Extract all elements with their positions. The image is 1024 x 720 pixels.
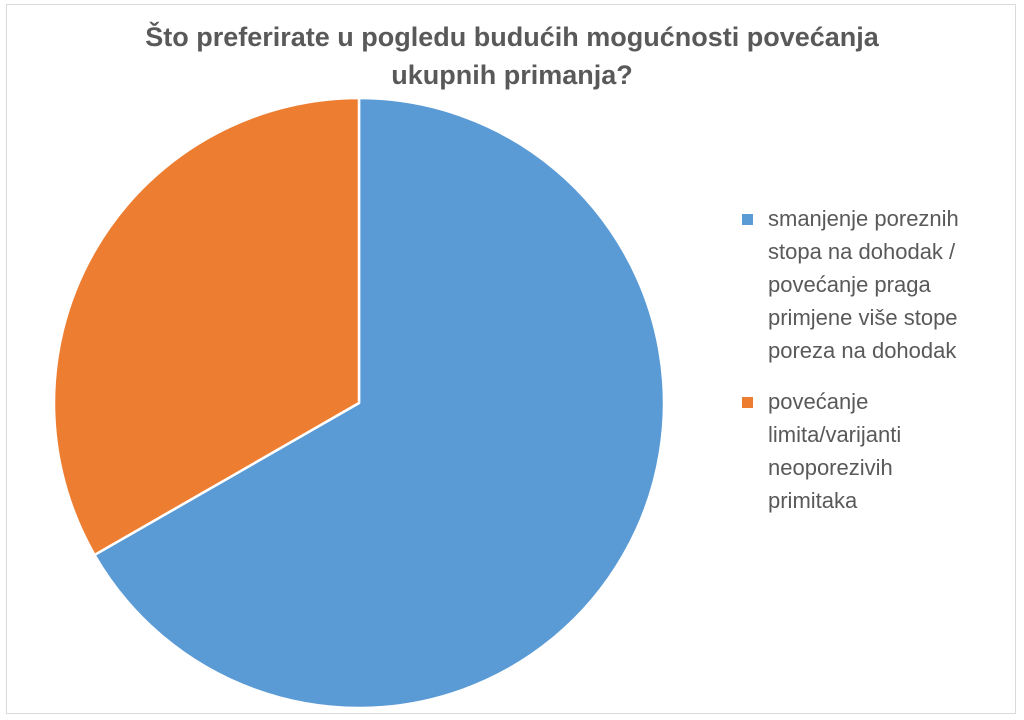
- chart-title: Što preferirate u pogledu budućih mogućn…: [0, 18, 1024, 94]
- chart-legend: smanjenje poreznih stopa na dohodak / po…: [742, 202, 1012, 535]
- legend-item-non-taxable-limits: povećanje limita/varijanti neoporezivih …: [742, 385, 1012, 517]
- chart-title-line-2: ukupnih primanja?: [391, 60, 633, 90]
- legend-label-non-taxable-limits: povećanje limita/varijanti neoporezivih …: [768, 389, 902, 513]
- legend-swatch-tax-rates: [742, 214, 753, 225]
- legend-item-tax-rates: smanjenje poreznih stopa na dohodak / po…: [742, 202, 1012, 367]
- legend-swatch-non-taxable-limits: [742, 397, 753, 408]
- pie-slice-tax-rates: [93, 96, 666, 710]
- pie-slice-non-taxable-limits: [52, 96, 361, 557]
- chart-title-line-1: Što preferirate u pogledu budućih mogućn…: [145, 22, 879, 52]
- legend-label-tax-rates: smanjenje poreznih stopa na dohodak / po…: [768, 206, 959, 363]
